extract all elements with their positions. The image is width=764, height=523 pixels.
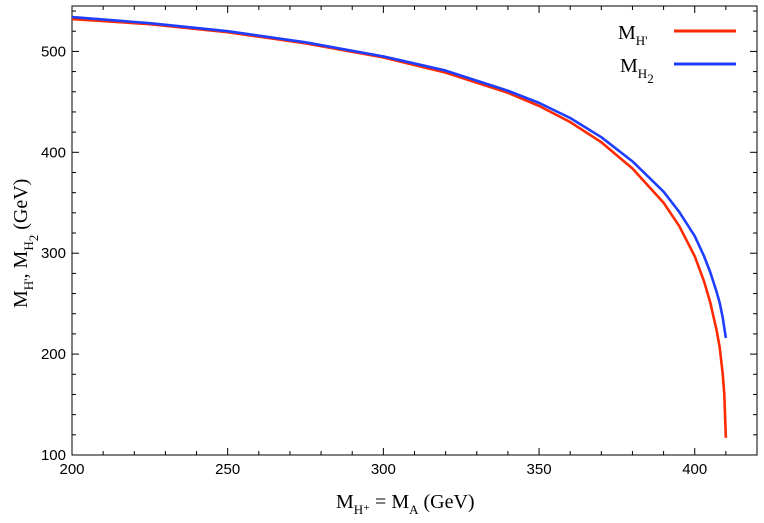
y-tick-label: 400 bbox=[41, 144, 66, 161]
ylabel-tail: (GeV) bbox=[10, 179, 32, 235]
y-axis-label: MH', MH2 (GeV) bbox=[10, 179, 41, 308]
axis-ticks bbox=[71, 6, 758, 456]
x-axis-label: MH⁺ = MA (GeV) bbox=[336, 491, 475, 517]
x-tick-label: 350 bbox=[527, 461, 552, 478]
series-line-0 bbox=[71, 17, 728, 438]
legend-sub-0: H' bbox=[636, 33, 648, 48]
xlabel-mid: = M bbox=[370, 491, 409, 513]
xlabel-main1: M bbox=[336, 491, 354, 513]
ylabel-sub2: H bbox=[21, 241, 36, 250]
ylabel-sep: , M bbox=[10, 250, 32, 278]
ylabel-main1: M bbox=[10, 290, 32, 308]
y-tick-label: 300 bbox=[41, 245, 66, 262]
x-tick-label: 300 bbox=[371, 461, 396, 478]
series-line-1 bbox=[71, 15, 728, 339]
x-tick-label: 250 bbox=[215, 461, 240, 478]
legend-sub-1: H bbox=[638, 66, 647, 81]
legend-label-mh2: MH2 bbox=[620, 55, 654, 86]
legend-subsub-1: 2 bbox=[647, 71, 654, 86]
legend-main-1: M bbox=[620, 55, 638, 77]
y-tick-label: 500 bbox=[41, 43, 66, 60]
y-tick-label: 200 bbox=[41, 346, 66, 363]
legend: MH' MH2 bbox=[618, 22, 736, 86]
series-lines bbox=[71, 15, 728, 438]
plot-frame bbox=[71, 5, 758, 456]
x-tick-label: 200 bbox=[59, 461, 84, 478]
ylabel-sub1: H' bbox=[21, 278, 36, 290]
ylabel-sub2sub: 2 bbox=[26, 235, 41, 242]
legend-main-0: M bbox=[618, 22, 636, 44]
x-tick-label: 400 bbox=[682, 461, 707, 478]
legend-label-mh-prime: MH' bbox=[618, 22, 648, 48]
xlabel-sub2: A bbox=[409, 502, 419, 517]
xlabel-sub1: H⁺ bbox=[354, 502, 370, 517]
xlabel-tail: (GeV) bbox=[419, 491, 475, 513]
y-tick-label: 100 bbox=[41, 447, 66, 464]
